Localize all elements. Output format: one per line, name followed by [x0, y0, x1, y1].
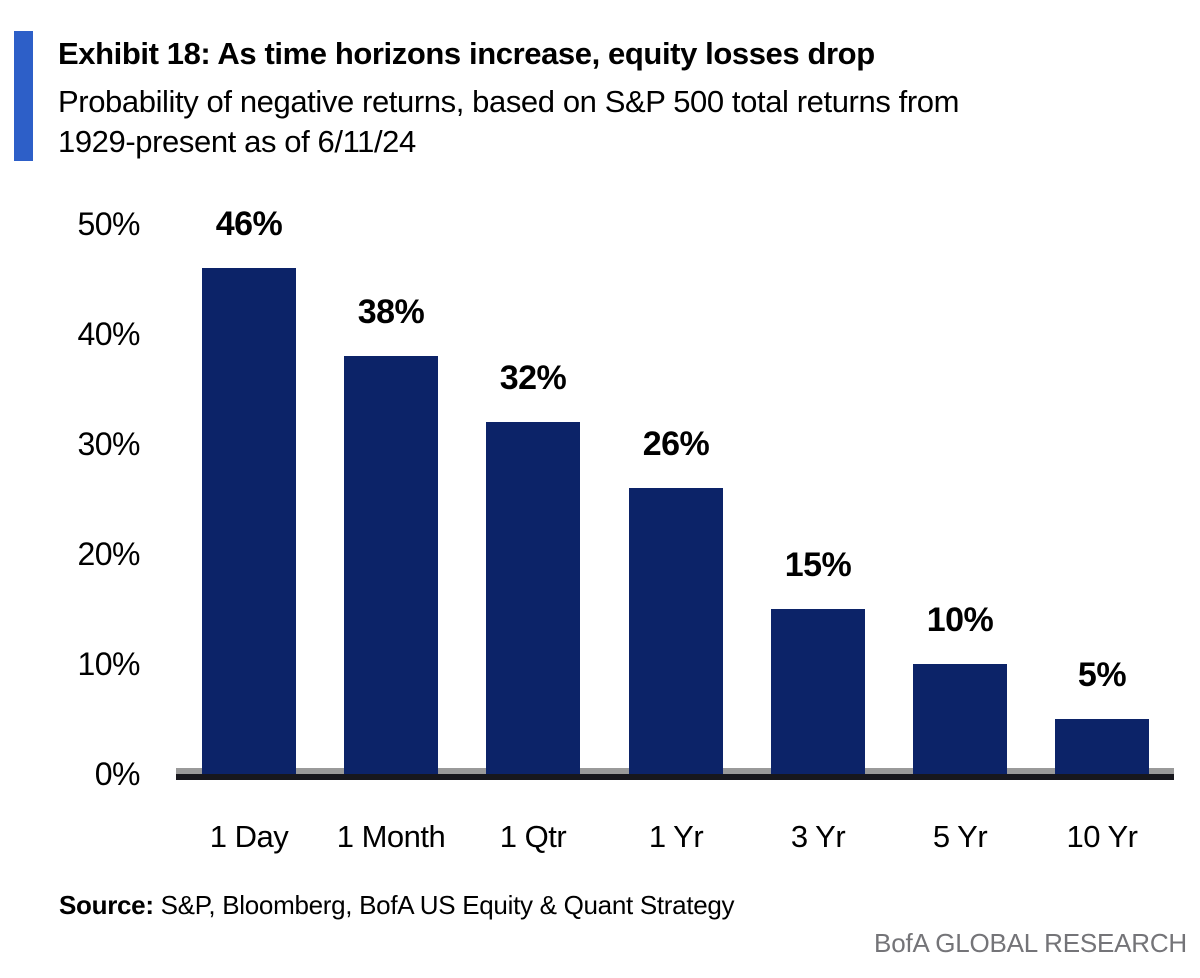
- y-axis-tick-label: 10%: [77, 646, 140, 682]
- bar: [1055, 719, 1149, 774]
- bar: [771, 609, 865, 774]
- y-axis-tick-label: 50%: [77, 206, 140, 242]
- bar-value-label: 46%: [215, 205, 283, 243]
- x-axis-tick-label: 3 Yr: [790, 819, 846, 854]
- page-title: Exhibit 18: As time horizons increase, e…: [58, 36, 875, 71]
- x-axis-tick-label: 10 Yr: [1066, 819, 1138, 854]
- source-label: Source:: [59, 890, 154, 920]
- y-axis-tick-label: 30%: [77, 426, 140, 462]
- y-axis-tick-label: 40%: [77, 316, 140, 352]
- x-axis-line: [176, 774, 1174, 780]
- bar-value-label: 5%: [1077, 656, 1127, 694]
- x-axis-tick-label: 1 Yr: [648, 819, 704, 854]
- brand-footer: BofA GLOBAL RESEARCH: [874, 928, 1187, 958]
- bar-value-label: 38%: [357, 293, 425, 331]
- chart-subtitle-line-1: Probability of negative returns, based o…: [58, 84, 960, 119]
- bar-value-label: 10%: [926, 601, 994, 639]
- y-axis-tick-label: 0%: [94, 756, 141, 792]
- bar-value-label: 32%: [499, 359, 567, 397]
- bar: [202, 268, 296, 774]
- bar: [486, 422, 580, 774]
- x-axis-tick-label: 1 Day: [209, 819, 289, 854]
- bar-value-label: 26%: [642, 425, 710, 463]
- source-line: Source: S&P, Bloomberg, BofA US Equity &…: [59, 890, 735, 921]
- source-text: S&P, Bloomberg, BofA US Equity & Quant S…: [153, 890, 735, 920]
- x-axis-tick-label: 1 Qtr: [499, 819, 567, 854]
- bar: [629, 488, 723, 774]
- bar: [344, 356, 438, 774]
- title-accent-bar: [14, 31, 33, 161]
- bar-value-label: 15%: [784, 546, 852, 584]
- x-axis-tick-label: 1 Month: [336, 819, 446, 854]
- y-axis-tick-label: 20%: [77, 536, 140, 572]
- chart-subtitle-line-2: 1929-present as of 6/11/24: [58, 124, 416, 159]
- x-axis-tick-label: 5 Yr: [932, 819, 988, 854]
- bar: [913, 664, 1007, 774]
